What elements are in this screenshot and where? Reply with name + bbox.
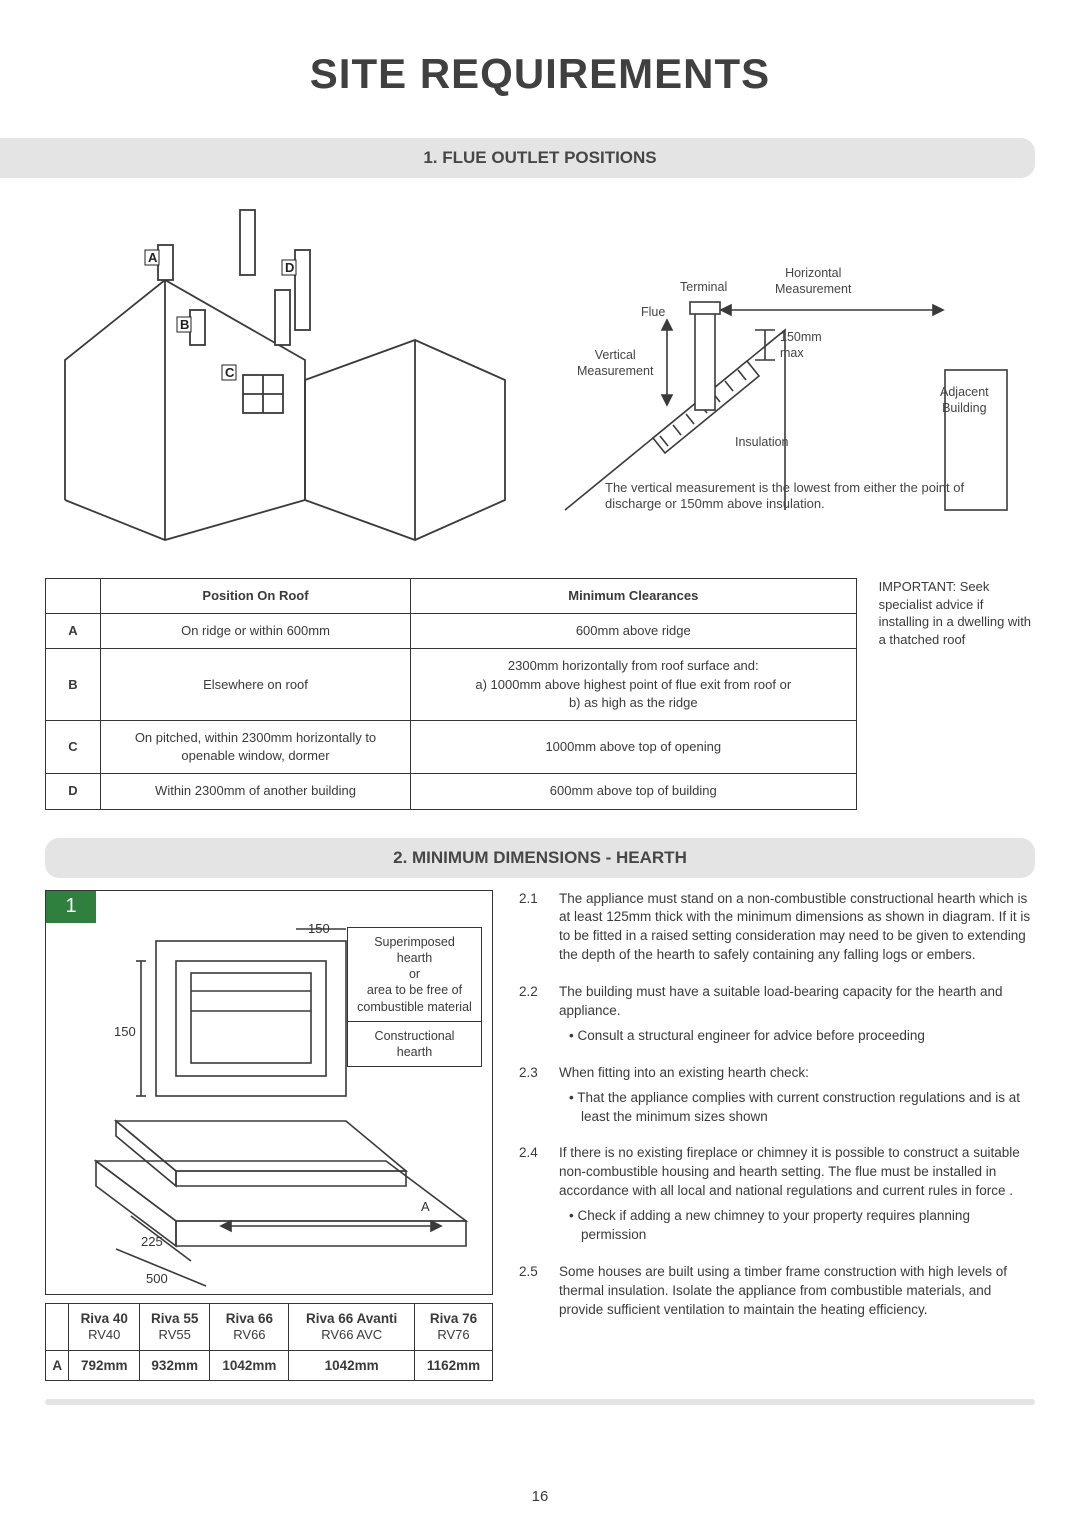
roof-label-a: A [148,250,158,265]
flue-terminal-label: Terminal [680,280,727,296]
flue-table-cell: C [46,720,101,773]
section2-header: 2. MINIMUM DIMENSIONS - HEARTH [45,838,1035,878]
flue-table-cell: 600mm above ridge [411,614,857,649]
flue-positions-table: Position On Roof Minimum Clearances AOn … [45,578,857,810]
hearth-th: Riva 40RV40 [69,1303,139,1350]
section2-paragraph: 2.4If there is no existing fireplace or … [519,1144,1035,1244]
flue-insulation-label: Insulation [735,435,789,451]
hearth-th [46,1303,69,1350]
flue-table-cell: 1000mm above top of opening [411,720,857,773]
hearth-value: 1042mm [289,1350,415,1381]
hearth-dim-225: 225 [141,1234,163,1249]
flue-caption: The vertical measurement is the lowest f… [605,480,1005,513]
hearth-dimensions-table: Riva 40RV40Riva 55RV55Riva 66RV66Riva 66… [45,1303,493,1382]
flue-table-cell: B [46,649,101,721]
flue-adjacent-label: Adjacent Building [940,385,989,416]
roof-diagram: A B C D [45,190,515,560]
flue-table-cell: Within 2300mm of another building [101,774,411,809]
th-position: Position On Roof [101,579,411,614]
section1-diagrams: A B C D [45,190,1035,560]
roof-label-d: D [285,260,294,275]
flue-table-cell: Elsewhere on roof [101,649,411,721]
flue-table-cell: 2300mm horizontally from roof surface an… [411,649,857,721]
page-number: 16 [0,1488,1080,1505]
hearth-value: 1162mm [414,1350,492,1381]
hearth-figure: 1 [45,890,493,1295]
hearth-dim-500: 500 [146,1271,168,1286]
hearth-row-label: A [46,1350,69,1381]
th-blank [46,579,101,614]
hearth-dim-a: A [421,1199,430,1214]
section2-text: 2.1The appliance must stand on a non-com… [519,890,1035,1382]
hearth-box1: Superimposed hearth or area to be free o… [347,927,482,1022]
flue-table-cell: On pitched, within 2300mm horizontally t… [101,720,411,773]
section2-paragraph: 2.2The building must have a suitable loa… [519,983,1035,1046]
section1-header: 1. FLUE OUTLET POSITIONS [0,138,1035,178]
bottom-rule [45,1399,1035,1405]
flue-table-cell: On ridge or within 600mm [101,614,411,649]
section2-paragraph: 2.3When fitting into an existing hearth … [519,1064,1035,1127]
hearth-value: 792mm [69,1350,139,1381]
flue-clearance-label: 150mm max [780,330,822,361]
th-clearances: Minimum Clearances [411,579,857,614]
page-title: SITE REQUIREMENTS [45,50,1035,98]
hearth-value: 932mm [139,1350,209,1381]
roof-label-c: C [225,365,235,380]
thatched-roof-note: IMPORTANT: Seek specialist advice if ins… [879,578,1035,810]
roof-label-b: B [180,317,189,332]
flue-table-cell: A [46,614,101,649]
section2-paragraph: 2.5 Some houses are built using a timber… [519,1263,1035,1320]
hearth-box2: Constructional hearth [347,1021,482,1068]
hearth-th: Riva 55RV55 [139,1303,209,1350]
flue-terminal-diagram: Terminal Flue Horizontal Measurement Ver… [545,250,1015,560]
hearth-dim-150-side: 150 [114,1024,136,1039]
figure-badge: 1 [46,891,96,923]
flue-label: Flue [641,305,665,321]
flue-horizontal-label: Horizontal Measurement [775,266,851,297]
hearth-value: 1042mm [210,1350,289,1381]
hearth-th: Riva 66 AvantiRV66 AVC [289,1303,415,1350]
flue-table-cell: 600mm above top of building [411,774,857,809]
section2-paragraph: 2.1The appliance must stand on a non-com… [519,890,1035,966]
flue-vertical-label: Vertical Measurement [577,348,653,379]
flue-table-cell: D [46,774,101,809]
hearth-th: Riva 76RV76 [414,1303,492,1350]
flue-table-wrap: Position On Roof Minimum Clearances AOn … [45,578,1035,810]
hearth-dim-150-top: 150 [308,921,330,936]
hearth-th: Riva 66RV66 [210,1303,289,1350]
